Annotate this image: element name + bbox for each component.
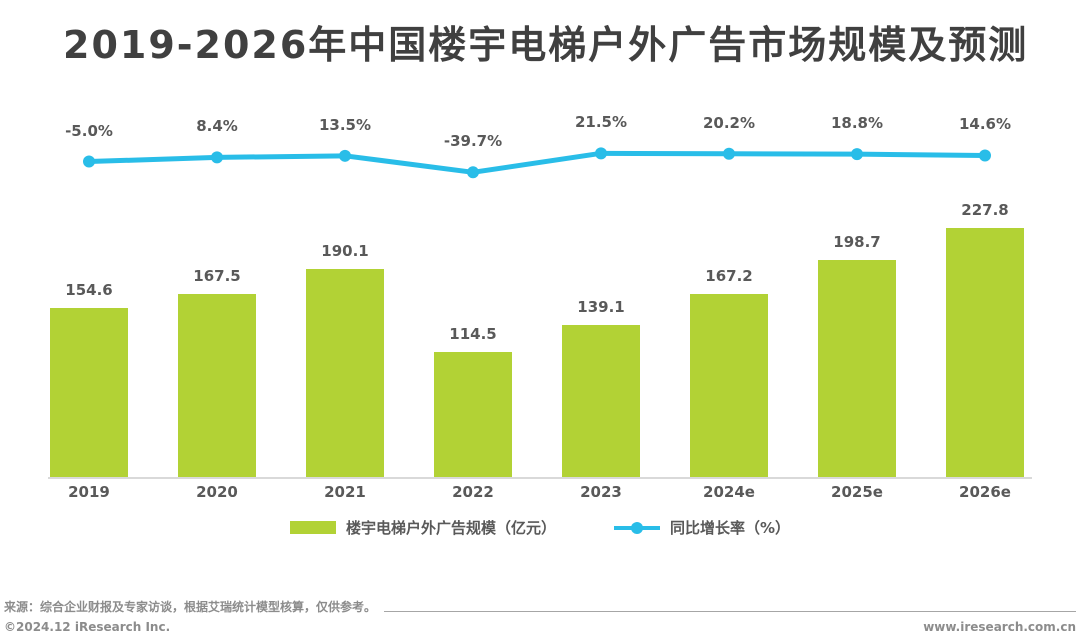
bar-value-label-2019: 154.6 xyxy=(65,281,113,299)
growth-rate-label-2020: 8.4% xyxy=(196,117,238,136)
x-axis-label-2025e: 2025e xyxy=(831,483,883,501)
x-axis-label-2021: 2021 xyxy=(324,483,366,501)
growth-rate-marker-2025e xyxy=(851,148,863,161)
bar-series-label: 楼宇电梯户外广告规模（亿元） xyxy=(345,519,556,537)
growth-rate-label-2025e: 18.8% xyxy=(830,114,884,133)
growth-rate-marker-2026e xyxy=(979,149,991,162)
chart-title: 2019-2026年中国楼宇电梯户外广告市场规模及预测 xyxy=(63,23,1029,67)
growth-rate-marker-2024e xyxy=(723,147,735,160)
growth-rate-label-2019: -5.0% xyxy=(65,121,113,140)
line-series-swatch xyxy=(613,521,660,534)
bar-series-swatch xyxy=(289,521,336,534)
growth-rate-marker-2021 xyxy=(339,149,351,162)
bar-2025e xyxy=(818,260,896,477)
bar-2019 xyxy=(50,308,128,477)
x-axis-label-2020: 2020 xyxy=(196,483,238,501)
growth-rate-label-2026e: 14.6% xyxy=(958,115,1012,134)
x-axis-label-2023: 2023 xyxy=(580,483,622,501)
footer-note-row: 来源：综合企业财报及专家访谈，根据艾瑞统计模型核算，仅供参考。 xyxy=(4,598,1076,615)
bar-2021 xyxy=(306,269,384,477)
bar-value-label-2026e: 227.8 xyxy=(961,201,1009,219)
bar-value-label-2024e: 167.2 xyxy=(705,267,753,285)
growth-rate-label-2021: 13.5% xyxy=(318,115,372,134)
bar-value-label-2023: 139.1 xyxy=(577,298,625,316)
website-text: www.iresearch.com.cn xyxy=(923,620,1076,634)
legend: 楼宇电梯户外广告规模（亿元） 同比增长率（%） xyxy=(0,517,1080,538)
line-series-label: 同比增长率（%） xyxy=(669,519,791,537)
bar-2022 xyxy=(434,352,512,477)
x-axis-line xyxy=(48,477,1032,479)
legend-item-line-series: 同比增长率（%） xyxy=(613,517,791,538)
x-axis-label-2026e: 2026e xyxy=(959,483,1011,501)
copyright-text: ©2024.12 iResearch Inc. xyxy=(4,620,171,634)
growth-rate-label-2022: -39.7% xyxy=(443,132,503,151)
growth-rate-label-2023: 21.5% xyxy=(574,113,628,132)
growth-rate-label-2024e: 20.2% xyxy=(702,113,756,132)
bar-value-label-2021: 190.1 xyxy=(321,242,369,260)
growth-rate-marker-2019 xyxy=(83,155,95,168)
x-axis-label-2022: 2022 xyxy=(452,483,494,501)
bar-value-label-2025e: 198.7 xyxy=(833,233,881,251)
footer-divider-line xyxy=(384,611,1076,612)
bar-2026e xyxy=(946,228,1024,477)
x-axis-label-2019: 2019 xyxy=(68,483,110,501)
growth-rate-marker-2020 xyxy=(211,151,223,164)
growth-rate-marker-2023 xyxy=(595,147,607,160)
growth-rate-polyline xyxy=(86,150,988,175)
growth-rate-marker-2022 xyxy=(467,166,479,179)
line-swatch-marker xyxy=(630,522,643,534)
source-note: 来源：综合企业财报及专家访谈，根据艾瑞统计模型核算，仅供参考。 xyxy=(4,600,377,614)
bar-2020 xyxy=(178,294,256,477)
bar-2023 xyxy=(562,325,640,477)
legend-item-bar-series: 楼宇电梯户外广告规模（亿元） xyxy=(289,517,556,538)
bar-value-label-2022: 114.5 xyxy=(449,325,497,343)
bar-2024e xyxy=(690,294,768,477)
x-axis-label-2024e: 2024e xyxy=(703,483,755,501)
footer-bottom-row: ©2024.12 iResearch Inc. www.iresearch.co… xyxy=(4,620,1076,634)
bar-value-label-2020: 167.5 xyxy=(193,267,241,285)
